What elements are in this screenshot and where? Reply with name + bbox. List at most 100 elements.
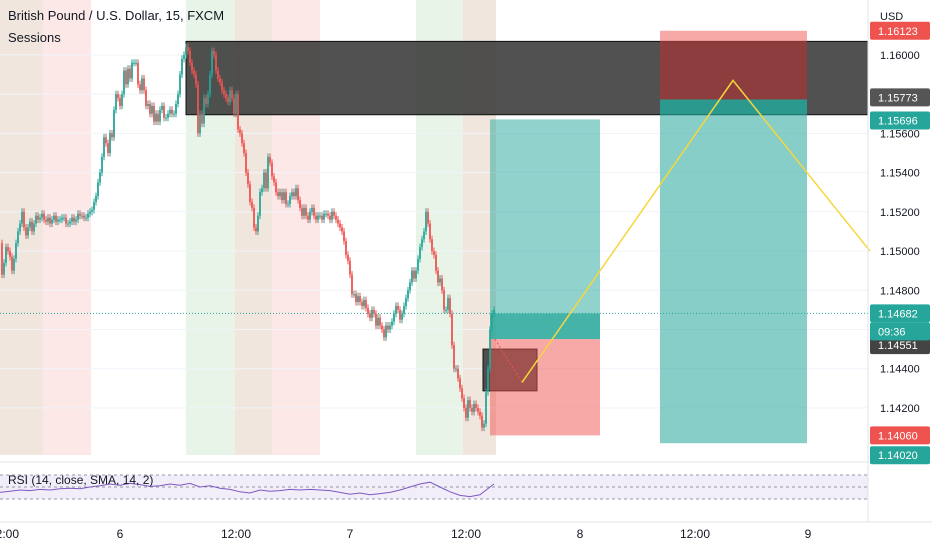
candle-body-14	[27, 227, 29, 236]
candle-body-67	[133, 62, 135, 64]
candle-body-92	[183, 54, 185, 59]
candle-body-118	[235, 94, 237, 114]
candle-body-144	[287, 203, 289, 205]
candle-body-24	[47, 217, 49, 222]
candle-body-178	[355, 294, 357, 303]
candle-body-153	[305, 207, 307, 216]
candle-body-78	[155, 113, 157, 122]
candle-body-23	[45, 219, 47, 222]
candle-body-99	[197, 84, 199, 134]
candle-body-103	[205, 98, 207, 104]
candle-body-137	[273, 176, 275, 183]
candle-body-105	[209, 74, 211, 95]
candle-body-11	[21, 211, 23, 224]
candle-body-53	[105, 137, 107, 144]
price-tag-p6: 1.14060	[878, 430, 918, 442]
candle-body-193	[385, 325, 387, 338]
candle-body-56	[111, 133, 113, 138]
candle-body-18	[35, 215, 37, 224]
time-tick-4: 12:00	[451, 527, 481, 541]
candle-body-142	[283, 192, 285, 201]
price-tag-bg-p5	[870, 336, 930, 355]
time-tick-3: 7	[347, 527, 354, 541]
candle-body-146	[291, 192, 293, 197]
short-target-zone	[660, 114, 807, 444]
candle-body-85	[169, 109, 171, 114]
projection-dip	[494, 339, 523, 383]
candle-body-233	[465, 407, 467, 418]
time-tick-1: 6	[117, 527, 124, 541]
price-tag-p2: 1.15773	[878, 92, 918, 104]
candle-body-208	[415, 270, 417, 279]
positions[interactable]	[490, 30, 807, 444]
candle-body-224	[447, 298, 449, 310]
candle-body-77	[153, 105, 155, 122]
candle-body-188	[375, 313, 377, 326]
candle-body-163	[325, 213, 327, 215]
candle-body-126	[251, 202, 253, 208]
candle-body-25	[49, 217, 51, 224]
candle-body-65	[129, 68, 131, 79]
candle-body-97	[193, 70, 195, 75]
candle-body-122	[243, 143, 245, 153]
candle-body-51	[101, 156, 103, 173]
candle-body-131	[261, 188, 263, 193]
price-tag-p7: 1.14020	[878, 450, 918, 462]
candle-body-54	[107, 143, 109, 153]
candle-body-168	[335, 215, 337, 220]
candle-body-189	[377, 317, 379, 326]
candle-body-171	[341, 227, 343, 232]
candle-body-68	[135, 62, 137, 64]
candle-body-35	[69, 221, 71, 224]
candle-body-159	[317, 215, 319, 220]
candle-body-52	[103, 137, 105, 157]
candle-body-195	[389, 325, 391, 330]
candle-body-130	[259, 192, 261, 216]
candle-body-106	[211, 50, 213, 75]
candle-body-227	[453, 345, 455, 369]
candle-body-102	[203, 98, 205, 124]
candle-body-154	[307, 215, 309, 220]
candle-body-155	[309, 211, 311, 220]
candle-body-45	[89, 211, 91, 214]
candle-body-61	[121, 94, 123, 106]
candle-body-70	[139, 84, 141, 91]
long-target-zone	[490, 119, 600, 314]
candle-body-60	[119, 98, 121, 106]
projection-path	[521, 79, 871, 383]
candle-body-232	[463, 398, 465, 408]
countdown-label: 09:36	[878, 326, 906, 338]
candle-body-66	[131, 62, 133, 79]
candle-body-143	[285, 192, 287, 204]
candle-body-50	[99, 172, 101, 183]
candle-body-36	[71, 217, 73, 222]
candle-body-133	[265, 172, 267, 189]
candle-body-94	[187, 47, 189, 51]
candle-body-21	[41, 213, 43, 218]
time-tick-7: 9	[805, 527, 812, 541]
candle-body-213	[425, 211, 427, 232]
candle-body-218	[435, 254, 437, 271]
candle-body-230	[459, 378, 461, 389]
price-tag-p5: 1.14551	[878, 340, 918, 352]
candle-body-119	[237, 94, 239, 130]
candle-body-7	[13, 258, 15, 271]
candle-body-74	[147, 103, 149, 106]
zone-overlap	[660, 41, 807, 100]
candle-body-134	[267, 156, 269, 189]
candle-body-107	[213, 50, 215, 55]
candle-body-123	[245, 152, 247, 173]
candle-body-199	[397, 305, 399, 310]
candle-body-141	[281, 192, 283, 201]
candle-body-156	[311, 207, 313, 212]
candle-body-172	[343, 231, 345, 242]
price-tag-bg-p4	[870, 304, 930, 323]
candle-body-49	[97, 182, 99, 197]
candle-body-19	[37, 215, 39, 220]
time-axis: 12:00 6 12:00 7 12:00 8 12:00 9	[0, 521, 932, 541]
price-tag-p4: 1.14682	[878, 308, 918, 320]
candle-body-184	[367, 307, 369, 314]
candle-body-111	[221, 82, 223, 91]
candle-body-121	[241, 133, 243, 144]
